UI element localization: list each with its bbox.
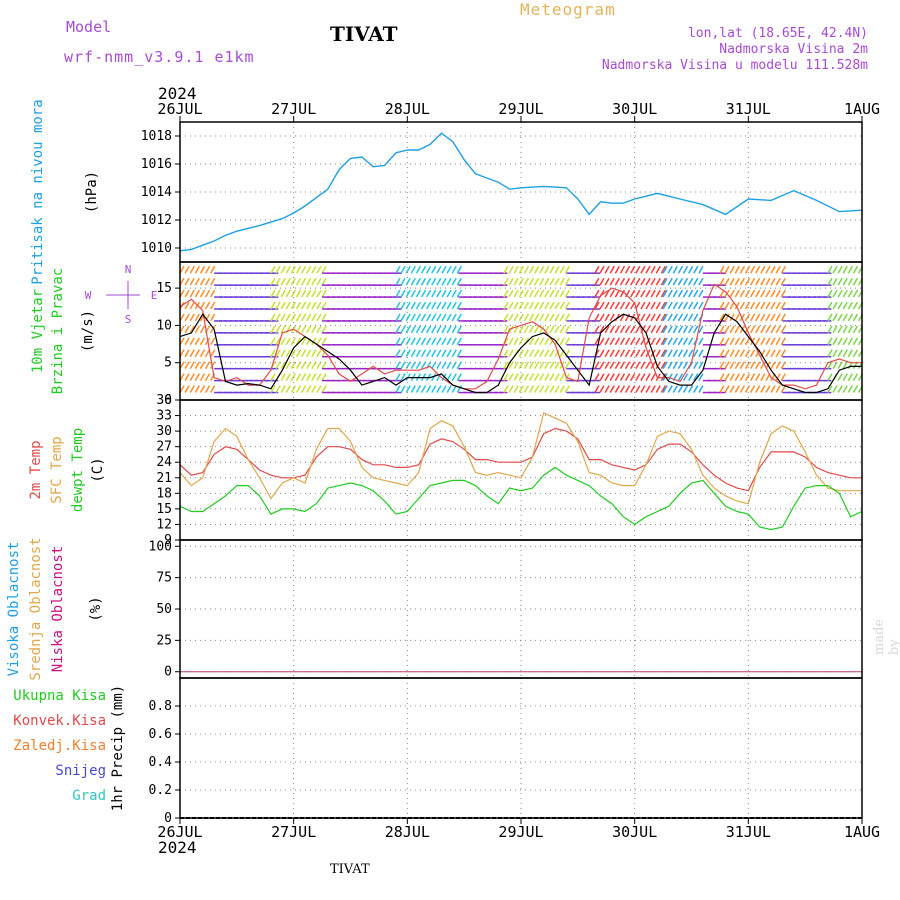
precip-legend-item: Grad — [72, 788, 106, 804]
y-tick-label: 9 — [164, 533, 172, 548]
x-tick-label-top: 27JUL — [271, 100, 316, 118]
x-tick-label-top: 28JUL — [385, 100, 430, 118]
y-tick-label: 1018 — [141, 129, 172, 144]
x-tick-label-bottom: 29JUL — [498, 823, 543, 841]
y-tick-label: 1016 — [141, 157, 172, 172]
x-tick-label-bottom: 27JUL — [271, 823, 316, 841]
y-tick-label: 0 — [164, 811, 172, 826]
model-run: wrf-nmm_v3.9.1 e1km — [64, 48, 255, 66]
wind-axis-title-1: 10m Vjetar — [30, 289, 46, 373]
footer-station: TIVAT — [330, 862, 370, 877]
temp-2m-line — [179, 427, 862, 492]
y-tick-label: 50 — [156, 602, 172, 617]
y-tick-label: 1010 — [141, 241, 172, 256]
y-tick-label: 15 — [156, 502, 172, 517]
x-tick-label-top: 30JUL — [612, 100, 657, 118]
model-altitude: Nadmorska Visina u modelu 111.528m — [601, 58, 868, 73]
temp-axis-title-2: SFC Temp — [49, 436, 65, 503]
precip-legend-item: Ukupna Kisa — [13, 688, 106, 704]
x-tick-label-top: 31JUL — [726, 100, 771, 118]
year-top: 2024 — [158, 84, 197, 103]
pressure-axis-title: Pritisak na nivou mora — [30, 99, 46, 284]
x-tick-label-top: 26JUL — [157, 100, 202, 118]
x-tick-label-bottom: 26JUL — [157, 823, 202, 841]
x-tick-label-top: 29JUL — [498, 100, 543, 118]
temp-unit: (C) — [90, 457, 106, 482]
temp-axis-title-3: dewpt Temp — [70, 428, 86, 512]
cloud-axis-title-3: Niska Oblacnost — [50, 546, 66, 672]
y-tick-label: 30 — [156, 424, 172, 439]
y-tick-label: 0.6 — [149, 727, 172, 742]
y-tick-label: 24 — [156, 455, 172, 470]
model-label: Model — [66, 18, 112, 36]
y-tick-label: 0.4 — [149, 755, 173, 770]
y-tick-label: 33 — [156, 409, 172, 424]
compass-west: W — [85, 289, 92, 302]
dewpoint-line — [179, 466, 863, 531]
y-tick-label: 36 — [156, 393, 172, 408]
pressure-line — [179, 132, 863, 252]
y-tick-label: 27 — [156, 440, 172, 455]
x-tick-label-bottom: 30JUL — [612, 823, 657, 841]
cloud-unit: (%) — [88, 596, 104, 621]
y-tick-label: 5 — [164, 356, 172, 371]
x-tick-label-top: 1AUG — [844, 100, 880, 118]
y-tick-label: 12 — [156, 517, 172, 532]
y-tick-label: 0 — [164, 665, 172, 680]
temp-sfc-line — [179, 412, 862, 505]
y-tick-label: 18 — [156, 486, 172, 501]
cloud-axis-title-1: Visoka Oblacnost — [6, 542, 22, 677]
wind-axis-title-2: Brzina i Pravac — [50, 268, 66, 394]
y-tick-label: 15 — [156, 281, 172, 296]
y-tick-label: 21 — [156, 471, 172, 486]
y-tick-label: 10 — [156, 318, 172, 333]
wind-gust-line — [179, 283, 862, 390]
year-bottom: 2024 — [158, 838, 197, 857]
y-tick-label: 75 — [156, 571, 172, 586]
y-tick-label: 100 — [149, 539, 172, 554]
y-tick-label: 25 — [156, 633, 172, 648]
compass-north: N — [125, 263, 132, 276]
precip-legend-item: Snijeg — [55, 763, 106, 779]
y-tick-label: 1014 — [141, 185, 172, 200]
cloud-axis-title-2: Srednja Oblacnost — [28, 537, 44, 680]
y-tick-label: 0.2 — [149, 783, 172, 798]
y-tick-label: 0.8 — [149, 699, 172, 714]
station-title: TIVAT — [330, 22, 398, 46]
station-altitude: Nadmorska Visina 2m — [719, 42, 868, 57]
x-tick-label-bottom: 28JUL — [385, 823, 430, 841]
temp-axis-title-1: 2m Temp — [28, 440, 44, 499]
wind-unit: (m/s) — [80, 310, 96, 352]
wind-arrow-field — [179, 265, 864, 394]
precip-legend-item: Konvek.Kisa — [13, 713, 106, 729]
x-tick-label-bottom: 31JUL — [726, 823, 771, 841]
precip-unit: 1hr Precip (mm) — [110, 685, 126, 811]
x-tick-label-bottom: 1AUG — [844, 823, 880, 841]
meteogram-label: Meteogram — [520, 0, 616, 19]
compass-south: S — [125, 313, 132, 326]
y-tick-label: 0 — [164, 393, 172, 408]
precip-legend-item: Zaledj.Kisa — [13, 738, 106, 754]
pressure-unit: (hPa) — [84, 171, 100, 213]
location-coordinates: lon,lat (18.65E, 42.4N) — [687, 26, 868, 41]
compass-east: E — [151, 289, 158, 302]
wind-speed-line — [179, 313, 862, 394]
y-tick-label: 1012 — [141, 213, 172, 228]
